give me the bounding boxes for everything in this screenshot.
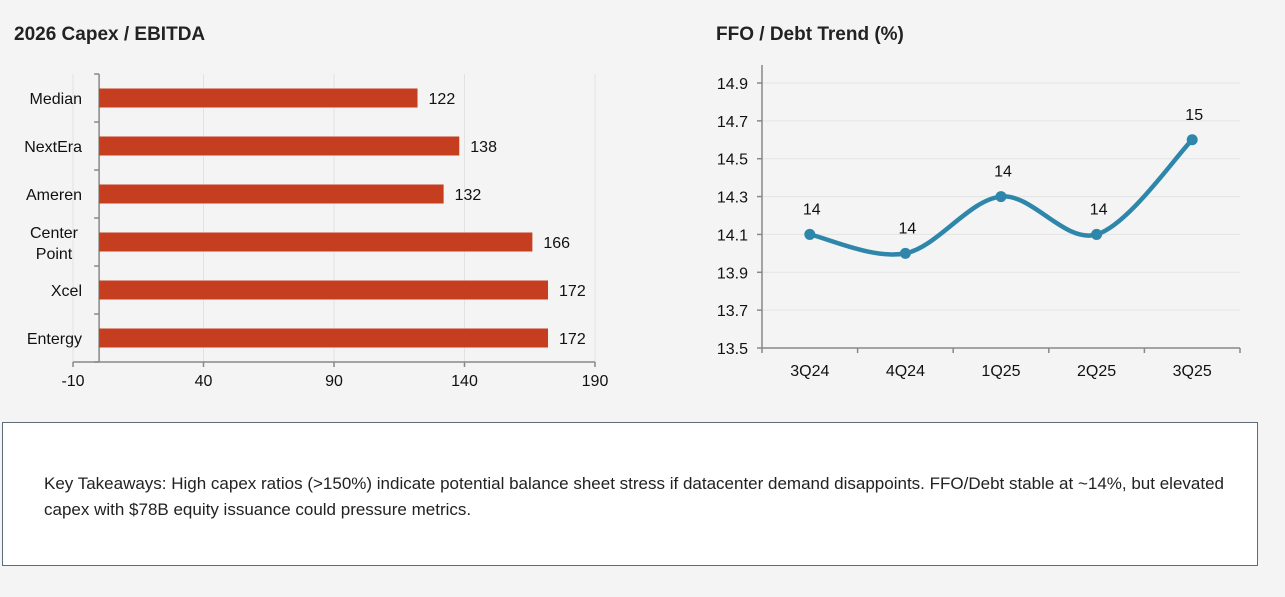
charts-canvas: -10 40 90 140 190 122 Median 138 NextEra 132 Amere… <box>24 65 1241 390</box>
line-point-4q24 <box>899 247 911 259</box>
bar-median <box>99 88 418 108</box>
key-takeaways-box: Key Takeaways: High capex ratios (>150%)… <box>2 422 1258 566</box>
bar-x-tick-label: 190 <box>582 373 609 390</box>
bar-ameren <box>99 184 444 204</box>
line-point-2q25 <box>1091 228 1103 240</box>
line-x-tick-label: 3Q24 <box>790 363 829 380</box>
bar-chart-title: 2026 Capex / EBITDA <box>14 24 206 45</box>
line-y-tick-label: 13.7 <box>717 303 748 320</box>
bar-x-tick-label: 140 <box>451 373 478 390</box>
line-point-1q25 <box>995 191 1007 203</box>
bar-x-tick-label: 40 <box>195 373 213 390</box>
line-y-tick-label: 14.1 <box>717 227 748 244</box>
bar-entergy <box>99 328 549 348</box>
key-takeaways-text: Key Takeaways: High capex ratios (>150%)… <box>44 474 1224 519</box>
bar-category-label: Median <box>30 91 82 108</box>
line-data-label: 14 <box>803 201 821 218</box>
line-x-tick-label: 2Q25 <box>1077 363 1116 380</box>
bar-data-label: 132 <box>455 187 482 204</box>
line-data-label: 15 <box>1185 107 1203 124</box>
line-y-tick-label: 14.3 <box>717 190 748 207</box>
line-y-tick-label: 14.7 <box>717 114 748 131</box>
line-y-tick-label: 14.5 <box>717 152 748 169</box>
line-y-tick-label: 13.5 <box>717 341 748 358</box>
line-y-tick-label: 13.9 <box>717 265 748 282</box>
bar-data-label: 138 <box>470 139 497 156</box>
bar-data-label: 166 <box>543 235 570 252</box>
line-x-tick-label: 1Q25 <box>981 363 1020 380</box>
bar-xcel <box>99 280 549 300</box>
bar-category-label: Center <box>30 225 79 242</box>
line-x-tick-label: 4Q24 <box>886 363 925 380</box>
bar-data-label: 122 <box>429 91 456 108</box>
line-data-label: 14 <box>1090 201 1108 218</box>
bar-x-tick-label: -10 <box>61 373 84 390</box>
bar-category-label: Ameren <box>26 187 82 204</box>
line-point-3q24 <box>804 228 816 240</box>
line-point-3q25 <box>1186 134 1198 146</box>
bar-x-tick-label: 90 <box>325 373 343 390</box>
line-y-tick-label: 14.9 <box>717 76 748 93</box>
line-chart-title: FFO / Debt Trend (%) <box>716 24 904 45</box>
bar-data-label: 172 <box>559 331 586 348</box>
bar-category-label: Entergy <box>27 331 82 348</box>
bar-category-label: Xcel <box>51 283 82 300</box>
line-data-label: 14 <box>899 220 917 237</box>
bar-category-label: NextEra <box>24 139 82 156</box>
bar-center-point <box>99 232 533 252</box>
bar-data-label: 172 <box>559 283 586 300</box>
line-data-label: 14 <box>994 164 1012 181</box>
line-x-tick-label: 3Q25 <box>1173 363 1212 380</box>
bar-category-label: Point <box>36 246 73 263</box>
bar-nextera <box>99 136 460 156</box>
